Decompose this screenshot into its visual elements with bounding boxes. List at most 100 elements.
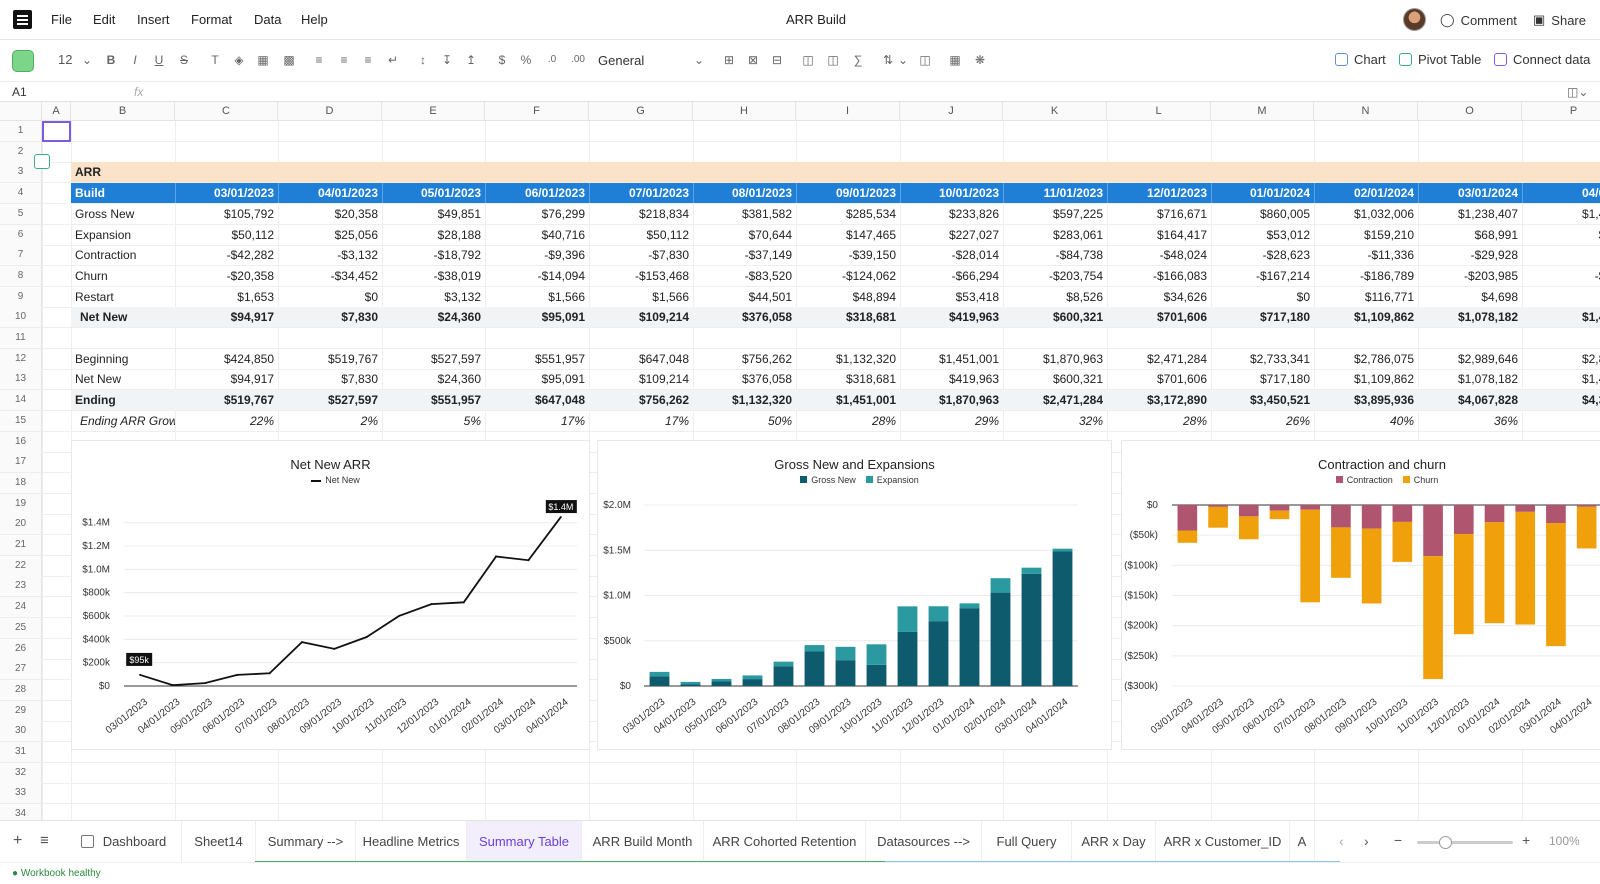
row-label[interactable]: Contraction: [75, 248, 137, 263]
sheet-tab[interactable]: Dashboard: [68, 821, 182, 863]
valign-bottom-icon[interactable]: ↧: [441, 53, 453, 67]
table-cell[interactable]: 29%: [974, 413, 999, 428]
font-size-select[interactable]: 12: [58, 52, 73, 67]
table-cell[interactable]: $0: [364, 289, 378, 304]
grid-icon[interactable]: ▦: [949, 53, 961, 67]
freeze-icon[interactable]: ◫: [919, 53, 931, 67]
table-cell[interactable]: $551,957: [534, 351, 585, 366]
table-cell[interactable]: $376,058: [741, 310, 792, 325]
date-header[interactable]: 06/01/2023: [485, 183, 589, 204]
table-cell[interactable]: -$38,019: [433, 268, 481, 283]
wrap-text-icon[interactable]: ↵: [387, 53, 399, 67]
date-header[interactable]: 05/01/2023: [382, 183, 485, 204]
table-cell[interactable]: $1,078,182: [1457, 372, 1518, 387]
row-header[interactable]: 30: [0, 721, 42, 743]
function-icon[interactable]: ∑: [853, 53, 863, 67]
table-cell[interactable]: $116,771: [1364, 289, 1414, 304]
share-button[interactable]: ▣ Share: [1533, 12, 1586, 28]
date-header[interactable]: 01/01/2024: [1211, 183, 1314, 204]
row-header[interactable]: 18: [0, 472, 42, 494]
pivot-table-button[interactable]: Pivot Table: [1399, 52, 1481, 67]
table-cell[interactable]: -$34,452: [330, 268, 378, 283]
table-cell[interactable]: $4,698: [1481, 289, 1518, 304]
italic-icon[interactable]: I: [133, 53, 137, 67]
row-header[interactable]: 9: [0, 286, 42, 308]
ungroup-icon[interactable]: ◫: [827, 53, 839, 67]
row-header[interactable]: 25: [0, 617, 42, 639]
table-cell[interactable]: -$28,014: [951, 248, 999, 263]
underline-icon[interactable]: U: [154, 53, 164, 67]
table-cell[interactable]: $4,326,: [1581, 393, 1600, 408]
table-cell[interactable]: $53,012: [1266, 227, 1310, 242]
bold-icon[interactable]: B: [106, 53, 116, 67]
table-cell[interactable]: $318,681: [845, 372, 896, 387]
group-icon[interactable]: ◫: [802, 53, 814, 67]
sheet-tab[interactable]: Summary Table: [467, 821, 582, 863]
chevron-down-icon[interactable]: ⌄: [81, 53, 93, 67]
column-header[interactable]: N: [1314, 102, 1418, 121]
sheet-tab[interactable]: Full Query: [982, 821, 1072, 863]
column-header[interactable]: E: [382, 102, 485, 121]
sheet-tab[interactable]: Datasources -->: [866, 821, 982, 863]
insert-row-icon[interactable]: ⊞: [723, 53, 735, 67]
row-header[interactable]: 13: [0, 369, 42, 391]
chevron-down-icon[interactable]: ⌄: [897, 53, 909, 67]
table-cell[interactable]: $20,358: [334, 206, 378, 221]
table-cell[interactable]: $756,262: [638, 393, 689, 408]
table-cell[interactable]: -$14,094: [537, 268, 585, 283]
row-label[interactable]: Ending ARR Growt: [80, 413, 175, 428]
table-cell[interactable]: -$203,754: [1048, 268, 1103, 283]
chart-contraction-churn[interactable]: Contraction and churn Contraction Churn $…: [1121, 440, 1600, 750]
date-header[interactable]: 09/01/2023: [796, 183, 900, 204]
strikethrough-icon[interactable]: S: [179, 53, 188, 67]
table-cell[interactable]: [1522, 287, 1600, 307]
table-cell[interactable]: $76,299: [541, 206, 585, 221]
table-cell[interactable]: $3,895,936: [1353, 393, 1414, 408]
chart-net-new-arr[interactable]: Net New ARR Net New $0 $200k $400k $600k $80…: [71, 440, 590, 750]
table-cell[interactable]: $600,321: [1052, 310, 1103, 325]
arr-label[interactable]: ARR: [75, 165, 101, 180]
table-cell[interactable]: $44,501: [748, 289, 792, 304]
table-cell[interactable]: $105,792: [223, 206, 274, 221]
table-cell[interactable]: $40,716: [541, 227, 585, 242]
table-cell[interactable]: -$37,149: [744, 248, 792, 263]
column-header[interactable]: D: [278, 102, 382, 121]
table-cell[interactable]: -$83,520: [744, 268, 792, 283]
date-header[interactable]: 11/01/2023: [1003, 183, 1107, 204]
column-header[interactable]: B: [71, 102, 175, 121]
borders-icon[interactable]: ▦: [257, 53, 269, 67]
add-sheet-icon[interactable]: +: [13, 832, 23, 849]
zoom-slider-handle[interactable]: [1439, 836, 1452, 849]
table-cell[interactable]: $2,877,: [1581, 351, 1600, 366]
table-cell[interactable]: 22%: [249, 413, 274, 428]
sheet-tab[interactable]: ARR Build Month: [582, 821, 704, 863]
table-cell[interactable]: $94,917: [230, 310, 274, 325]
menu-file[interactable]: File: [51, 12, 72, 27]
column-header[interactable]: A: [42, 102, 71, 121]
date-header[interactable]: 04/01/2023: [278, 183, 382, 204]
date-header[interactable]: 03/01/2024: [1418, 183, 1522, 204]
table-cell[interactable]: $4,067,828: [1457, 393, 1518, 408]
table-cell[interactable]: $95,091: [541, 372, 585, 387]
sort-icon[interactable]: ⇅: [882, 53, 894, 67]
table-cell[interactable]: $159,210: [1363, 227, 1414, 242]
row-header[interactable]: 24: [0, 597, 42, 619]
table-cell[interactable]: 36%: [1493, 413, 1518, 428]
table-cell[interactable]: $1,448,: [1581, 372, 1600, 387]
insert-column-icon[interactable]: ⊟: [771, 53, 783, 67]
table-cell[interactable]: $597,225: [1052, 206, 1103, 221]
table-cell[interactable]: $527,597: [430, 351, 481, 366]
table-cell[interactable]: $49,851: [437, 206, 481, 221]
table-cell[interactable]: -$186,789: [1359, 268, 1414, 283]
table-cell[interactable]: $1,448,: [1581, 310, 1600, 325]
row-header[interactable]: 15: [0, 410, 42, 432]
table-cell[interactable]: $519,767: [223, 393, 274, 408]
table-cell[interactable]: 17%: [560, 413, 585, 428]
table-cell[interactable]: $2,989,646: [1457, 351, 1518, 366]
table-cell[interactable]: -$48,024: [1159, 248, 1207, 263]
table-cell[interactable]: $1,486,: [1581, 206, 1600, 221]
table-cell[interactable]: 26%: [1285, 413, 1310, 428]
chart-button[interactable]: Chart: [1335, 52, 1386, 67]
decrease-decimal-button[interactable]: .0: [547, 54, 557, 65]
